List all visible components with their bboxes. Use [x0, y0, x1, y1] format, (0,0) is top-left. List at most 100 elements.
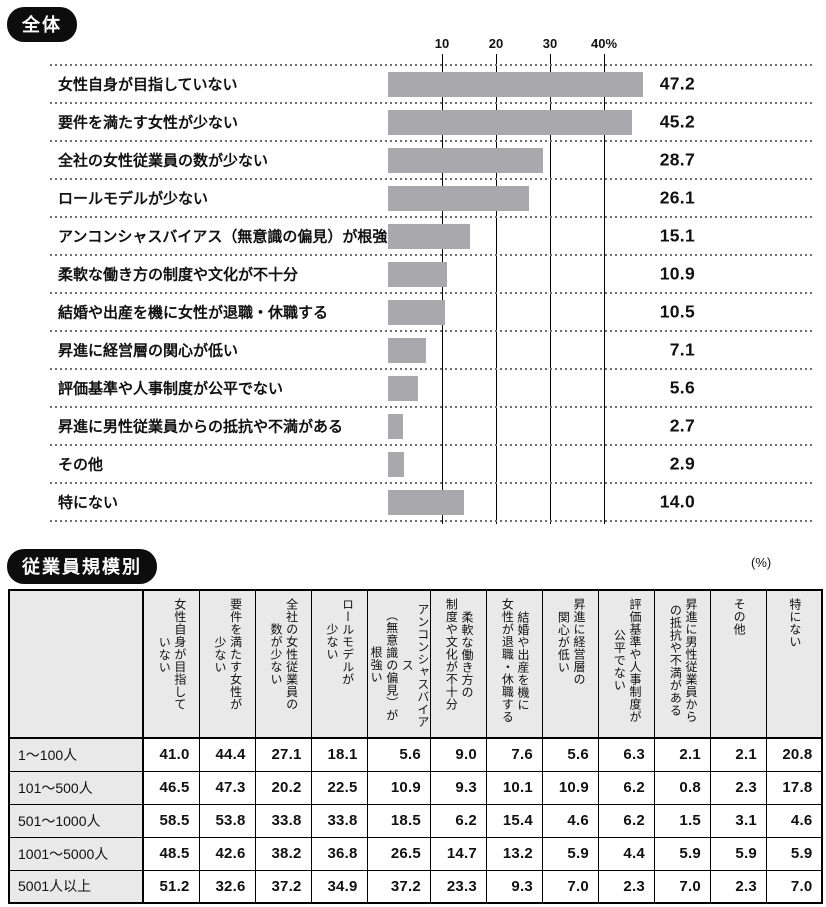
column-header: 全社の女性従業員の 数が少ない — [254, 589, 312, 739]
column-header-text: 女性自身が目指して いない — [157, 598, 187, 711]
table-cell: 10.9 — [541, 770, 599, 805]
table-cell: 4.6 — [765, 803, 823, 838]
row-label: 101〜500人 — [8, 770, 144, 805]
chart-row: 昇進に男性従業員からの抵抗や不満がある 2.7 — [50, 406, 815, 445]
table-row: 1〜100人 41.0 44.4 27.1 18.1 5.6 9.0 7.6 5.6 6.3 2.1… — [8, 737, 823, 772]
table-cell: 4.6 — [541, 803, 599, 838]
chart-row: 昇進に経営層の関心が低い 7.1 — [50, 330, 815, 369]
chart-category-label: 結婚や出産を機に女性が退職・休職する — [58, 304, 329, 322]
table-cell: 41.0 — [142, 737, 200, 772]
table-cell: 20.2 — [254, 770, 312, 805]
chart-category-label: 全社の女性従業員の数が少ない — [58, 152, 269, 170]
table-cell: 6.3 — [597, 737, 655, 772]
chart-row: 要件を満たす女性が少ない 45.2 — [50, 102, 815, 141]
table-cell: 5.9 — [709, 836, 767, 871]
column-header-text: 昇進に男性従業員から の抵抗や不満がある — [668, 598, 698, 723]
bar-value-label: 15.1 — [659, 225, 695, 246]
column-header: 昇進に経営層の 関心が低い — [541, 589, 599, 739]
axis-gridline — [442, 54, 443, 524]
chart-category-label: 昇進に経営層の関心が低い — [58, 342, 239, 360]
chart-row: 評価基準や人事制度が公平でない 5.6 — [50, 368, 815, 407]
bar-value-label: 10.9 — [659, 263, 695, 284]
bar-value-label: 7.1 — [669, 339, 695, 360]
table-row: 501〜1000人 58.5 53.8 33.8 33.8 18.5 6.2 15.4 4.6 6… — [8, 803, 823, 838]
table-cell: 5.6 — [366, 737, 431, 772]
table-cell: 48.5 — [142, 836, 200, 871]
bar-value-label: 47.2 — [659, 73, 695, 94]
table-cell: 10.1 — [485, 770, 543, 805]
chart-category-label: アンコンシャスバイアス（無意識の偏見）が根強い — [58, 228, 403, 246]
chart-row: 柔軟な働き方の制度や文化が不十分 10.9 — [50, 254, 815, 293]
table-cell: 32.6 — [198, 869, 256, 904]
column-header: その他 — [709, 589, 767, 739]
chart-category-label: その他 — [58, 456, 104, 474]
column-header-text: その他 — [732, 598, 747, 636]
chart-row: 特にない 14.0 — [50, 482, 815, 521]
chart-category-label: 柔軟な働き方の制度や文化が不十分 — [58, 266, 299, 284]
column-header-text: 昇進に経営層の 関心が低い — [556, 598, 586, 686]
column-header-text: 評価基準や人事制度が 公平でない — [612, 598, 642, 723]
column-header-text: 結婚や出産を機に 女性が退職・休職する — [500, 598, 530, 723]
table-cell: 7.0 — [653, 869, 711, 904]
table-cell: 53.8 — [198, 803, 256, 838]
axis-tick-label: 20 — [488, 36, 504, 51]
bar — [388, 224, 470, 249]
table-cell: 1.5 — [653, 803, 711, 838]
column-header: ロールモデルが 少ない — [310, 589, 368, 739]
table-cell: 7.0 — [765, 869, 823, 904]
table-cell: 44.4 — [198, 737, 256, 772]
table-cell: 3.1 — [709, 803, 767, 838]
chart-rows: 女性自身が目指していない 47.2 要件を満たす女性が少ない 45.2 全社の女性従業員… — [50, 64, 815, 522]
table-cell: 47.3 — [198, 770, 256, 805]
bar-value-label: 26.1 — [659, 187, 695, 208]
column-header: 女性自身が目指して いない — [142, 589, 200, 739]
table-cell: 36.8 — [310, 836, 368, 871]
bar — [388, 148, 543, 173]
table-cell: 34.9 — [310, 869, 368, 904]
column-header: 昇進に男性従業員から の抵抗や不満がある — [653, 589, 711, 739]
table-cell: 26.5 — [366, 836, 431, 871]
column-header: 柔軟な働き方の 制度や文化が不十分 — [429, 589, 487, 739]
axis-gridline — [550, 54, 551, 524]
table-cell: 13.2 — [485, 836, 543, 871]
table-cell: 6.2 — [597, 803, 655, 838]
chart-row: 全社の女性従業員の数が少ない 28.7 — [50, 140, 815, 179]
bar-value-label: 5.6 — [669, 377, 695, 398]
bar — [388, 110, 633, 135]
chart-category-label: 要件を満たす女性が少ない — [58, 114, 239, 132]
table-cell: 38.2 — [254, 836, 312, 871]
column-header: アンコンシャスバイアス （無意識の偏見）が 根強い — [366, 589, 431, 739]
bar-value-label: 2.7 — [669, 415, 695, 436]
column-header-text: 柔軟な働き方の 制度や文化が不十分 — [444, 598, 474, 711]
table-row: 1001〜5000人 48.5 42.6 38.2 36.8 26.5 14.7 13.2 5.… — [8, 836, 823, 871]
table-corner-cell — [8, 589, 144, 739]
bar — [388, 186, 529, 211]
column-header-text: ロールモデルが 少ない — [325, 598, 355, 686]
table-cell: 37.2 — [254, 869, 312, 904]
table-cell: 18.1 — [310, 737, 368, 772]
axis-tick-label: 10 — [434, 36, 450, 51]
bar — [388, 262, 447, 287]
axis-gridline — [496, 54, 497, 524]
table-cell: 58.5 — [142, 803, 200, 838]
chart-category-label: 特にない — [58, 494, 119, 512]
axis-gridline — [604, 54, 605, 524]
table-cell: 9.0 — [429, 737, 487, 772]
table-cell: 22.5 — [310, 770, 368, 805]
table-cell: 6.2 — [597, 770, 655, 805]
table-cell: 0.8 — [653, 770, 711, 805]
percent-unit-label: (%) — [751, 555, 772, 570]
bar — [388, 452, 404, 477]
column-header-text: 特にない — [787, 598, 802, 648]
table-header: 女性自身が目指して いない 要件を満たす女性が 少ない 全社の女性従業員の 数が少な… — [8, 589, 823, 739]
table-cell: 2.1 — [653, 737, 711, 772]
chart-category-label: 昇進に男性従業員からの抵抗や不満がある — [58, 418, 344, 436]
bar-value-label: 28.7 — [659, 149, 695, 170]
bar-value-label: 2.9 — [669, 453, 695, 474]
overall-section-badge: 全体 — [7, 7, 77, 42]
column-header-text: 要件を満たす女性が 少ない — [213, 598, 243, 711]
bar — [388, 490, 464, 515]
row-label: 1〜100人 — [8, 737, 144, 772]
chart-row: ロールモデルが少ない 26.1 — [50, 178, 815, 217]
table-body: 1〜100人 41.0 44.4 27.1 18.1 5.6 9.0 7.6 5.6 6.3 2.1… — [8, 737, 823, 904]
